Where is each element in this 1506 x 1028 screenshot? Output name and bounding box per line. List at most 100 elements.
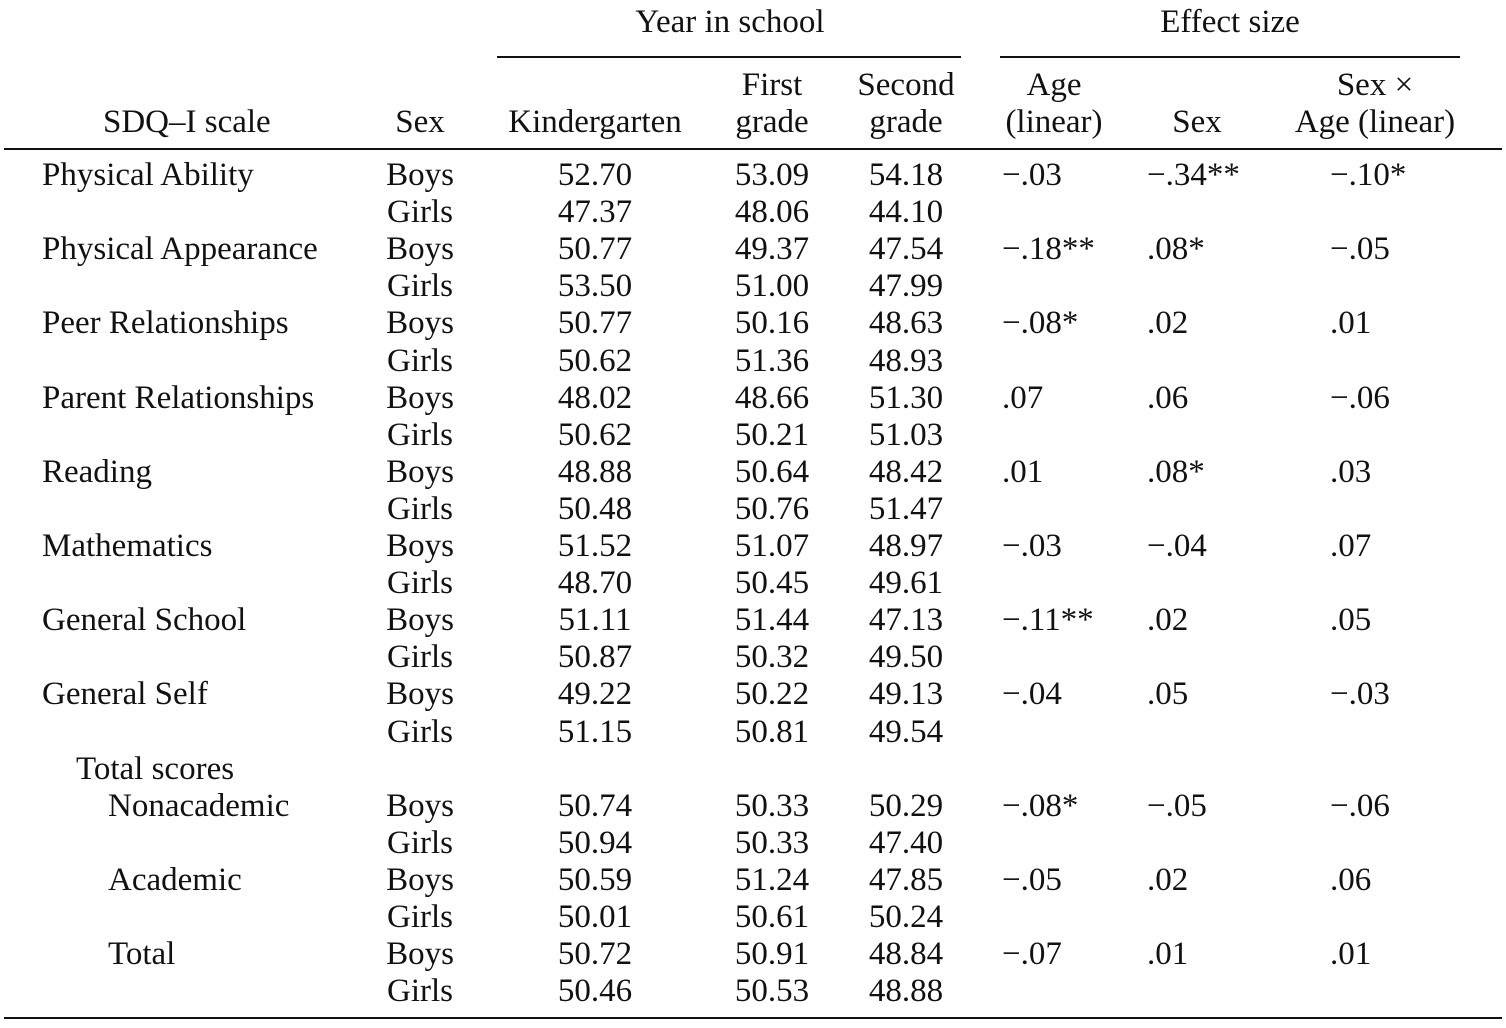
sex-cell: Girls [387,565,453,601]
scale-cell: Total [108,936,176,972]
sex-cell: Girls [387,825,453,861]
age-effect-cell: .01 [1002,454,1044,490]
kindergarten-cell: 50.72 [557,936,633,972]
first-grade-cell: 50.76 [734,491,810,527]
sex-effect-cell: .02 [1147,305,1189,341]
first-grade-cell: 51.07 [734,528,810,564]
header-second-line1: Second [857,67,955,103]
table-bottom-rule [4,1017,1502,1019]
first-grade-cell: 50.81 [734,714,810,750]
table-row: Girls 50.01 50.61 50.24 [0,899,1506,936]
year-in-school-heading: Year in school [635,4,825,40]
sex-cell: Boys [386,305,454,341]
sex-age-effect-cell: .03 [1330,454,1372,490]
kindergarten-cell: 50.62 [557,343,633,379]
kindergarten-cell: 50.74 [557,788,633,824]
sex-effect-cell: .08* [1147,231,1205,267]
age-effect-cell: −.03 [1002,157,1062,193]
first-grade-cell: 53.09 [734,157,810,193]
sex-age-effect-cell: .07 [1330,528,1372,564]
year-in-school-rule [497,56,961,58]
sex-cell: Girls [387,417,453,453]
second-grade-cell: 47.85 [868,862,944,898]
sex-age-effect-cell: .05 [1330,602,1372,638]
sex-effect-cell: −.05 [1147,788,1207,824]
age-effect-cell: −.05 [1002,862,1062,898]
first-grade-cell: 50.33 [734,825,810,861]
first-grade-cell: 48.66 [734,380,810,416]
sex-cell: Boys [386,676,454,712]
sex-effect-cell: .02 [1147,862,1189,898]
sex-cell: Boys [386,862,454,898]
scale-cell: General Self [42,676,208,712]
effect-size-heading: Effect size [1160,4,1300,40]
age-effect-cell: .07 [1002,380,1044,416]
table-row: Total scores [0,751,1506,788]
second-grade-cell: 50.29 [868,788,944,824]
first-grade-cell: 50.16 [734,305,810,341]
scale-cell: Physical Ability [42,157,254,193]
sex-age-effect-cell: −.03 [1330,676,1390,712]
age-effect-cell: −.11** [1002,602,1094,638]
effect-size-rule [1000,56,1460,58]
scale-cell: Parent Relationships [42,380,315,416]
kindergarten-cell: 51.15 [557,714,633,750]
first-grade-cell: 51.44 [734,602,810,638]
age-effect-cell: −.04 [1002,676,1062,712]
sex-age-effect-cell: −.06 [1330,380,1390,416]
header-kindergarten: Kindergarten [508,104,682,140]
age-effect-cell: −.03 [1002,528,1062,564]
header-age-line2: (linear) [1005,104,1103,140]
table-row: Girls 51.15 50.81 49.54 [0,714,1506,751]
first-grade-cell: 50.91 [734,936,810,972]
first-grade-cell: 50.22 [734,676,810,712]
sex-age-effect-cell: .01 [1330,305,1372,341]
second-grade-cell: 49.13 [868,676,944,712]
sex-cell: Girls [387,268,453,304]
scale-cell: Physical Appearance [42,231,318,267]
table-row: Nonacademic Boys 50.74 50.33 50.29 −.08* −.05 −… [0,788,1506,825]
sex-cell: Girls [387,491,453,527]
sex-age-effect-cell: −.10* [1330,157,1407,193]
second-grade-cell: 48.42 [868,454,944,490]
table-row: Parent Relationships Boys 48.02 48.66 51.30.… [0,380,1506,417]
second-grade-cell: 44.10 [868,194,944,230]
first-grade-cell: 51.00 [734,268,810,304]
age-effect-cell: −.08* [1002,788,1079,824]
second-grade-cell: 48.93 [868,343,944,379]
sex-effect-cell: .01 [1147,936,1189,972]
scale-cell: General School [42,602,247,638]
second-grade-cell: 49.61 [868,565,944,601]
header-sexage-line1: Sex × [1336,67,1414,103]
table-row: Physical Ability Boys 52.70 53.09 54.18 −.03 −… [0,157,1506,194]
kindergarten-cell: 50.01 [557,899,633,935]
first-grade-cell: 50.45 [734,565,810,601]
table-row: Girls 50.87 50.32 49.50 [0,639,1506,676]
kindergarten-cell: 48.88 [557,454,633,490]
table-row: General Self Boys 49.22 50.22 49.13 −.04 .05 −.… [0,676,1506,713]
header-first-line1: First [741,67,803,103]
second-grade-cell: 48.63 [868,305,944,341]
sex-cell: Boys [386,936,454,972]
table-row: Reading Boys 48.88 50.64 48.42 .01 .08* .03 [0,454,1506,491]
sex-cell: Boys [386,231,454,267]
sex-effect-cell: .02 [1147,602,1189,638]
first-grade-cell: 50.21 [734,417,810,453]
first-grade-cell: 50.61 [734,899,810,935]
scale-cell: Peer Relationships [42,305,289,341]
kindergarten-cell: 47.37 [557,194,633,230]
second-grade-cell: 49.50 [868,639,944,675]
sex-effect-cell: .06 [1147,380,1189,416]
scale-cell: Academic [108,862,242,898]
sex-effect-cell: .08* [1147,454,1205,490]
second-grade-cell: 51.47 [868,491,944,527]
table-row: Girls 47.37 48.06 44.10 [0,194,1506,231]
sex-cell: Girls [387,639,453,675]
sex-cell: Boys [386,602,454,638]
table-row: Girls 48.70 50.45 49.61 [0,565,1506,602]
scale-cell: Total scores [76,751,235,787]
first-grade-cell: 50.33 [734,788,810,824]
header-sex: Sex [395,104,445,140]
first-grade-cell: 50.53 [734,973,810,1009]
first-grade-cell: 51.36 [734,343,810,379]
